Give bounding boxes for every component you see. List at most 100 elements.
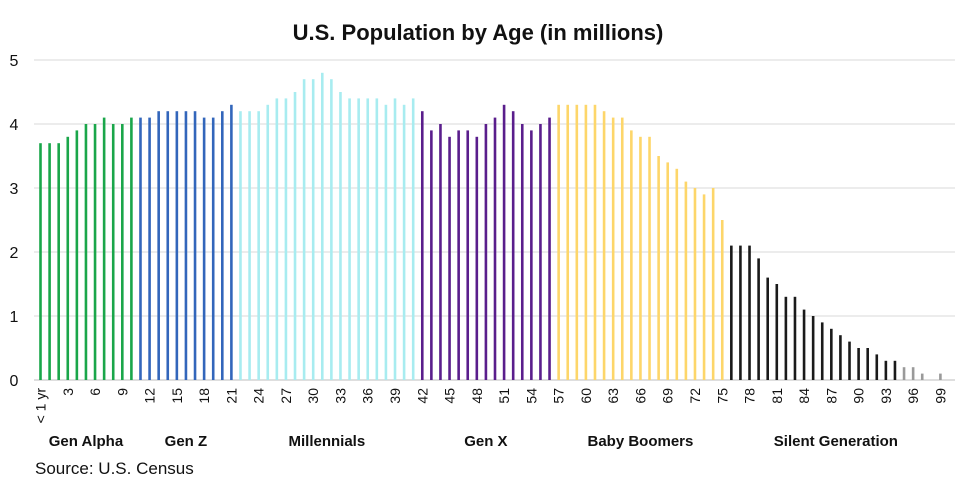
bar — [902, 367, 906, 380]
bar — [575, 104, 579, 381]
bar — [466, 130, 470, 380]
bar — [520, 124, 524, 380]
bar — [857, 348, 860, 380]
x-tick-label: 69 — [660, 388, 676, 404]
bar — [275, 98, 279, 381]
bar — [102, 117, 106, 380]
bar — [493, 117, 497, 380]
bar — [630, 130, 633, 380]
bar — [266, 104, 270, 381]
bar — [84, 124, 88, 380]
bar — [657, 156, 660, 380]
bar — [420, 111, 424, 380]
x-tick-label: 30 — [305, 388, 321, 404]
bar — [402, 104, 406, 381]
bar — [584, 104, 588, 381]
bar — [211, 117, 215, 380]
bar — [75, 130, 79, 380]
bar — [111, 124, 115, 380]
x-tick-label: 63 — [605, 388, 621, 404]
x-tick-label: 6 — [87, 388, 103, 396]
bar — [439, 124, 442, 380]
generation-label: Millennials — [288, 433, 365, 450]
bar — [293, 92, 297, 380]
x-tick-label: 87 — [823, 388, 839, 404]
bar — [766, 277, 769, 380]
bar — [939, 373, 942, 380]
bar — [284, 98, 288, 381]
bar — [920, 373, 924, 380]
bar — [702, 194, 706, 380]
x-tick-label: 9 — [114, 388, 130, 396]
bar — [739, 245, 742, 380]
bar — [184, 111, 188, 380]
bar — [502, 104, 506, 381]
bar — [221, 111, 224, 380]
generation-label: Gen X — [464, 433, 507, 450]
bar — [202, 117, 206, 380]
bar — [620, 117, 624, 380]
bar — [730, 245, 733, 380]
bar — [511, 111, 515, 380]
bar — [66, 136, 70, 380]
bar — [557, 104, 560, 381]
source-note: Source: U.S. Census — [35, 459, 194, 478]
bar — [139, 117, 142, 380]
bar — [130, 117, 133, 380]
bar — [693, 188, 697, 380]
bar — [675, 168, 679, 380]
y-axis-ticks: 0 1 2 3 4 5 — [10, 53, 19, 390]
bar — [48, 143, 51, 380]
bar — [430, 130, 433, 380]
x-tick-label: 21 — [223, 388, 239, 404]
x-axis-ticks: < 1 yr 3 6 9 12 15 18 21 24 27 30 33 36 39 42 45 48 51 54 5… — [33, 388, 949, 424]
x-tick-label: 78 — [742, 388, 758, 404]
bar — [893, 360, 897, 380]
bar — [339, 92, 342, 380]
y-tick-label: 4 — [10, 117, 19, 134]
bar — [784, 296, 788, 380]
bar — [711, 188, 715, 380]
bar — [457, 130, 460, 380]
bar — [811, 316, 815, 380]
bar — [475, 136, 479, 380]
y-tick-label: 1 — [10, 309, 19, 326]
x-tick-label: 96 — [905, 388, 921, 404]
x-tick-label: 42 — [414, 388, 430, 404]
bar — [839, 335, 842, 380]
x-tick-label: 15 — [169, 388, 185, 404]
x-tick-label: 27 — [278, 388, 294, 404]
x-tick-label: 36 — [360, 388, 376, 404]
bar — [157, 111, 160, 380]
bar — [875, 354, 879, 380]
generation-label: Silent Generation — [774, 433, 898, 450]
bar — [348, 98, 351, 381]
x-tick-label: 39 — [387, 388, 403, 404]
bar — [884, 360, 888, 380]
bar — [648, 136, 651, 380]
x-tick-label: 84 — [796, 388, 812, 404]
bar — [366, 98, 370, 381]
bar — [121, 124, 124, 380]
x-tick-label: 90 — [851, 388, 867, 404]
x-tick-label: 45 — [442, 388, 458, 404]
bar — [375, 98, 379, 381]
bar — [802, 309, 806, 380]
y-tick-label: 2 — [10, 245, 19, 262]
bar — [175, 111, 179, 380]
generation-label: Gen Alpha — [49, 433, 124, 450]
x-tick-label: 3 — [60, 388, 76, 396]
bar — [775, 284, 779, 380]
bar — [166, 111, 170, 380]
bar — [93, 124, 97, 380]
x-tick-label: 93 — [878, 388, 894, 404]
x-tick-label: 66 — [632, 388, 648, 404]
x-tick-label: 48 — [469, 388, 485, 404]
bar — [148, 117, 151, 380]
bar — [393, 98, 397, 381]
y-tick-label: 0 — [10, 373, 19, 390]
bar — [593, 104, 597, 381]
bar — [720, 220, 724, 380]
bar — [302, 79, 306, 380]
bar — [748, 245, 751, 380]
